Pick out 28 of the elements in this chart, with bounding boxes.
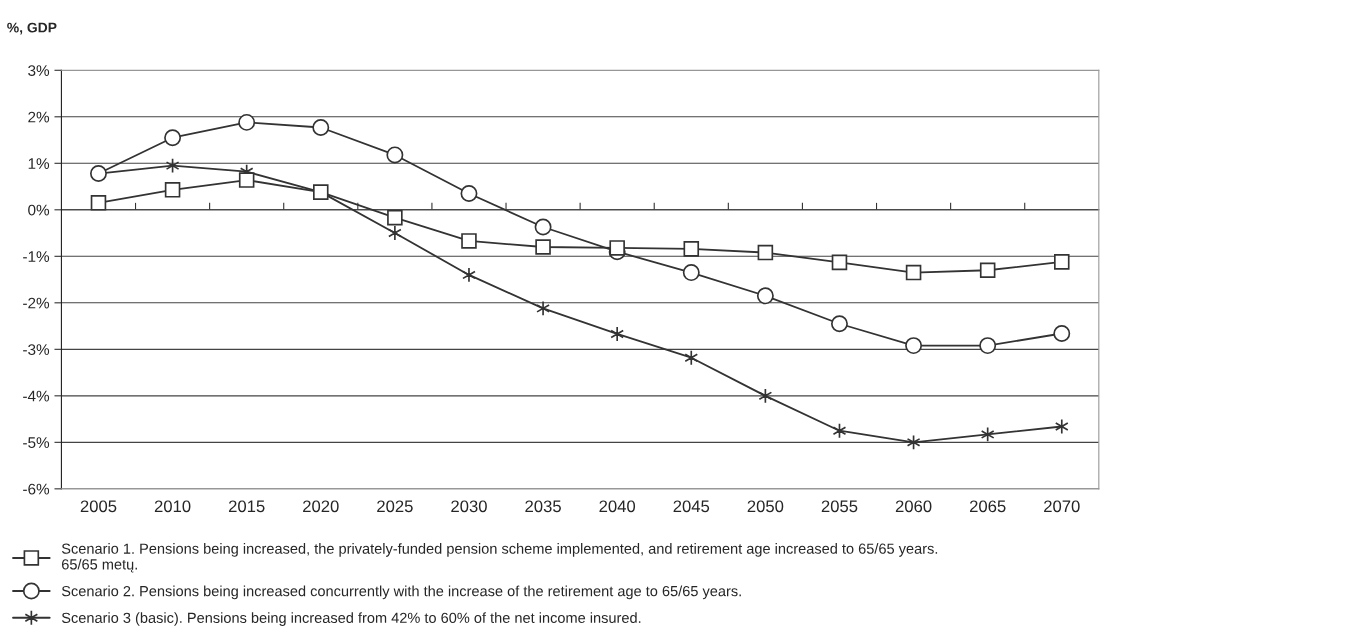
y-tick-label: 0% — [28, 204, 50, 216]
y-axis-title: %, GDP — [7, 22, 57, 35]
x-tick-label: 2070 — [1044, 500, 1080, 513]
legend-label: Scenario 1. Pensions being increased, the privately-funded pension scheme implemented, and retirement age increased to 65/65 years. 65/65 metų. — [61, 543, 938, 573]
x-tick-label: 2020 — [303, 500, 339, 513]
x-tick-label: 2010 — [154, 500, 191, 513]
y-tick-label: 1% — [28, 158, 50, 169]
y-tick-label: -6% — [23, 483, 50, 495]
x-tick-label: 2050 — [747, 500, 784, 513]
x-tick-label: 2040 — [599, 500, 636, 513]
x-tick-label: 2005 — [80, 500, 117, 513]
x-tick-label: 2055 — [821, 500, 858, 513]
x-tick-label: 2045 — [673, 500, 710, 513]
legend-label: Scenario 3 (basic). Pensions being increased from 42% to 60% of the net income insured. — [61, 612, 641, 626]
x-tick-label: 2060 — [895, 500, 932, 513]
y-tick-label: -2% — [23, 297, 50, 309]
y-tick-label: -5% — [23, 437, 50, 449]
y-tick-label: 3% — [28, 65, 50, 76]
legend-label: Scenario 2. Pensions being increased concurrently with the increase of the retirement age to 65/65 years. — [61, 585, 741, 600]
y-tick-label: 2% — [28, 111, 50, 123]
x-tick-label: 2015 — [228, 500, 265, 513]
x-tick-label: 2035 — [525, 500, 561, 513]
x-tick-label: 2025 — [377, 500, 413, 513]
x-tick-label: 2065 — [969, 500, 1006, 513]
x-tick-label: 2030 — [451, 500, 487, 513]
y-tick-label: -4% — [23, 390, 50, 402]
y-tick-label: -1% — [23, 251, 50, 262]
y-tick-label: -3% — [23, 344, 50, 356]
